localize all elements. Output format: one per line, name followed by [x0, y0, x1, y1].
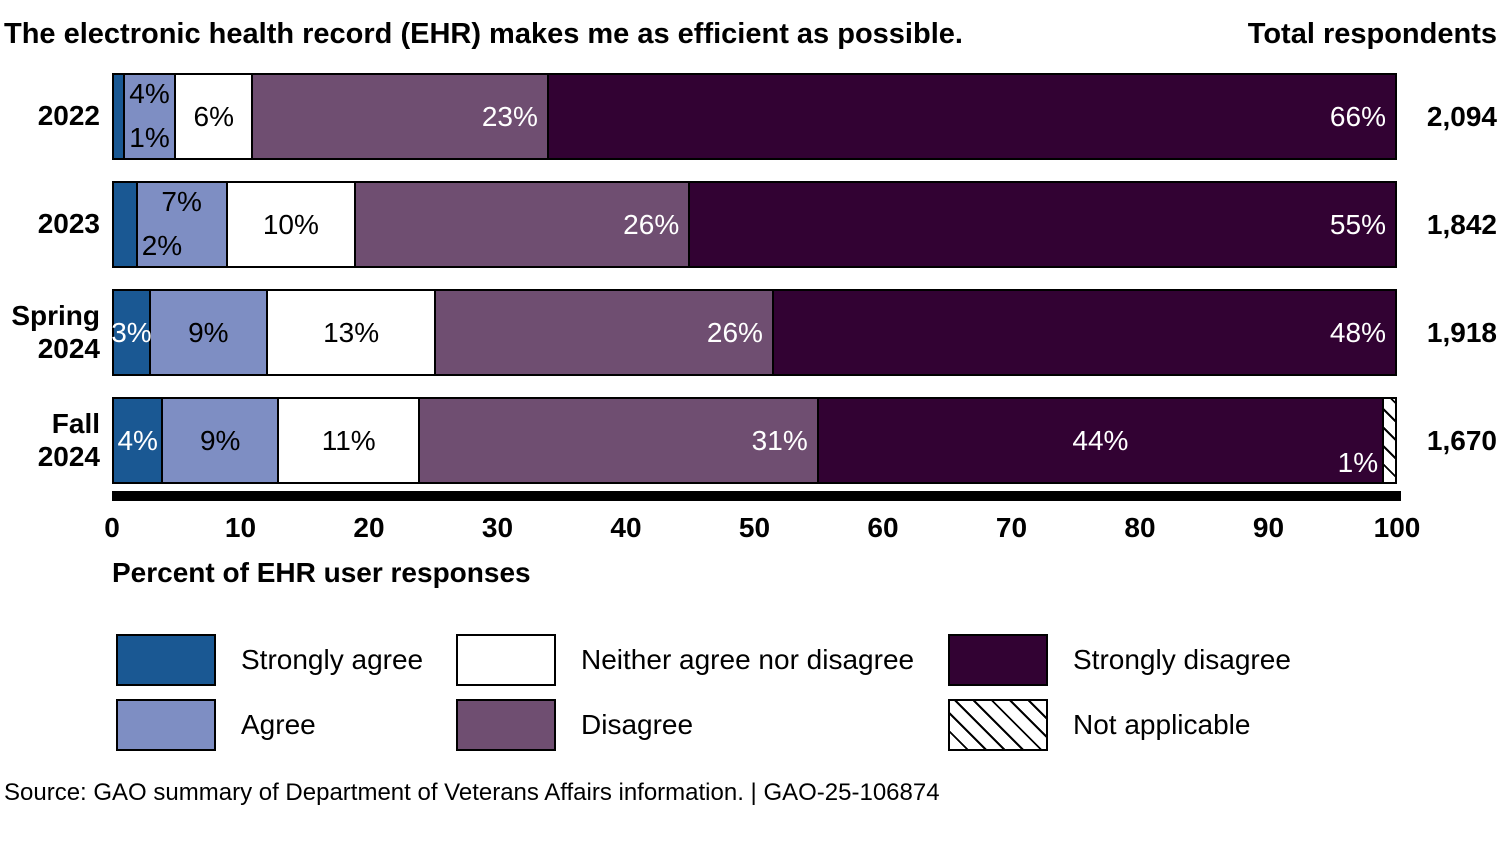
x-axis-label: Percent of EHR user responses — [112, 557, 531, 588]
segment-value-label: 2% — [141, 230, 183, 261]
axis-tick-70: 70 — [995, 512, 1028, 543]
segment-value-label: 7% — [161, 186, 202, 217]
bar-2022: 4% 1% 6% 23% 66% — [112, 73, 1397, 160]
row-total-2023: 1,842 — [1426, 208, 1497, 240]
legend-swatch-strongly-agree — [116, 634, 216, 686]
axis-tick-40: 40 — [610, 512, 642, 543]
legend-swatch-disagree — [456, 699, 556, 751]
bar-segment-agree: 7% 2% — [137, 181, 228, 268]
segment-value-label: 31% — [751, 424, 808, 456]
segment-value-label: 4% — [117, 424, 158, 456]
gao-survey-chart-page: The electronic health record (EHR) makes… — [0, 18, 1500, 807]
bar-segment-neither-agree-nor-disagree: 6% — [176, 73, 254, 160]
row-total-2022: 2,094 — [1426, 100, 1497, 132]
legend-label-neither-agree-nor-disagree: Neither agree nor disagree — [581, 644, 915, 675]
segment-value-label: 13% — [323, 316, 380, 348]
bar-segment-strongly-agree — [112, 73, 125, 160]
legend-item-disagree: Disagree — [456, 699, 948, 751]
legend-swatch-neither-agree-nor-disagree — [456, 634, 556, 686]
bar-segment-strongly-agree — [112, 181, 138, 268]
bar-segment-disagree: 23% — [253, 73, 549, 160]
bar-segment-strongly-agree: 3% — [111, 289, 152, 376]
axis-tick-0: 0 — [104, 512, 120, 543]
legend-item-strongly-disagree: Strongly disagree — [948, 634, 1497, 686]
bar-spring-2024: 3% 9% 13% 26% 48% — [111, 289, 1397, 376]
row-label-spring-2024: Spring 2024 — [11, 300, 100, 364]
x-axis-ticks: 0 10 20 30 40 50 60 70 80 90 100 — [104, 512, 1420, 544]
chart-legend: Strongly agree Agree Neither agree nor dis… — [116, 634, 1497, 751]
segment-value-label: 23% — [481, 100, 538, 132]
x-axis-line — [112, 491, 1401, 501]
legend-item-strongly-agree: Strongly agree — [116, 634, 456, 686]
segment-value-label: 66% — [1329, 100, 1386, 132]
bar-segment-agree: 4% 1% — [124, 73, 177, 160]
segment-value-label: 44% — [1072, 424, 1129, 456]
row-label-2022: 2022 — [37, 100, 100, 132]
legend-item-agree: Agree — [116, 699, 456, 751]
legend-label-strongly-disagree: Strongly disagree — [1073, 644, 1291, 675]
axis-tick-90: 90 — [1252, 512, 1285, 543]
legend-label-disagree: Disagree — [581, 709, 694, 740]
axis-tick-30: 30 — [481, 512, 514, 543]
bar-segment-strongly-disagree: 48% — [773, 289, 1397, 376]
segment-value-label: 26% — [706, 316, 763, 348]
row-label-fall-2024: Fall 2024 — [37, 408, 100, 472]
bar-2023: 7% 2% 10% 26% 55% — [112, 181, 1397, 268]
segment-value-label: 11% — [321, 424, 376, 456]
row-total-fall-2024: 1,670 — [1426, 424, 1497, 456]
segment-value-label: 9% — [188, 316, 229, 348]
legend-swatch-agree — [116, 699, 216, 751]
axis-tick-20: 20 — [353, 512, 385, 543]
bar-segment-not-applicable: 1% — [1338, 397, 1397, 484]
legend-item-neither-agree-nor-disagree: Neither agree nor disagree — [456, 634, 948, 686]
chart-header: The electronic health record (EHR) makes… — [4, 18, 1497, 51]
axis-tick-50: 50 — [738, 512, 771, 543]
bar-fall-2024: 4% 9% 11% 31% 44% 1% — [112, 397, 1397, 484]
segment-value-label: 10% — [262, 208, 319, 240]
bar-segment-disagree: 31% — [420, 397, 819, 484]
legend-item-not-applicable: Not applicable — [948, 699, 1497, 751]
bar-segment-strongly-agree: 4% — [112, 397, 164, 484]
legend-label-strongly-agree: Strongly agree — [241, 644, 424, 675]
bar-segment-strongly-disagree: 44% — [818, 397, 1385, 484]
bar-segment-strongly-disagree: 55% — [690, 181, 1397, 268]
segment-value-label: 9% — [199, 424, 241, 456]
axis-tick-80: 80 — [1124, 512, 1156, 543]
axis-tick-10: 10 — [224, 512, 257, 543]
segment-value-label: 26% — [623, 208, 680, 240]
legend-label-agree: Agree — [241, 709, 316, 740]
legend-label-not-applicable: Not applicable — [1073, 709, 1251, 740]
bar-segment-disagree: 26% — [436, 289, 774, 376]
total-respondents-heading: Total respondents — [1247, 18, 1497, 50]
segment-value-label: 4% — [129, 78, 170, 109]
bar-segment-strongly-disagree: 66% — [548, 73, 1397, 160]
bar-segment-agree: 9% — [150, 289, 268, 376]
legend-swatch-not-applicable — [948, 699, 1048, 751]
segment-value-label: 55% — [1329, 208, 1386, 240]
segment-value-label: 3% — [111, 316, 152, 348]
axis-tick-60: 60 — [867, 512, 899, 543]
segment-value-label: 6% — [193, 100, 235, 132]
stacked-bar-chart: 2022 4% 1% 6% 23% 66% 2,094 2023 7% 2% 10% 26% 55% 1,… — [4, 73, 1497, 484]
axis-tick-100: 100 — [1373, 512, 1421, 543]
segment-value-label: 48% — [1329, 316, 1386, 348]
row-label-2023: 2023 — [37, 208, 100, 240]
bar-segment-disagree: 26% — [356, 181, 691, 268]
bar-segment-neither-agree-nor-disagree: 10% — [227, 181, 357, 268]
legend-swatch-strongly-disagree — [948, 634, 1048, 686]
chart-title: The electronic health record (EHR) makes… — [4, 18, 963, 50]
bar-segment-neither-agree-nor-disagree: 13% — [267, 289, 437, 376]
row-total-spring-2024: 1,918 — [1426, 316, 1497, 348]
segment-value-label: 1% — [129, 122, 170, 153]
segment-value-label: 1% — [1337, 447, 1379, 478]
bar-segment-agree: 9% — [163, 397, 280, 484]
source-note: Source: GAO summary of Department of Vet… — [4, 779, 940, 806]
bar-segment-neither-agree-nor-disagree: 11% — [279, 397, 421, 484]
